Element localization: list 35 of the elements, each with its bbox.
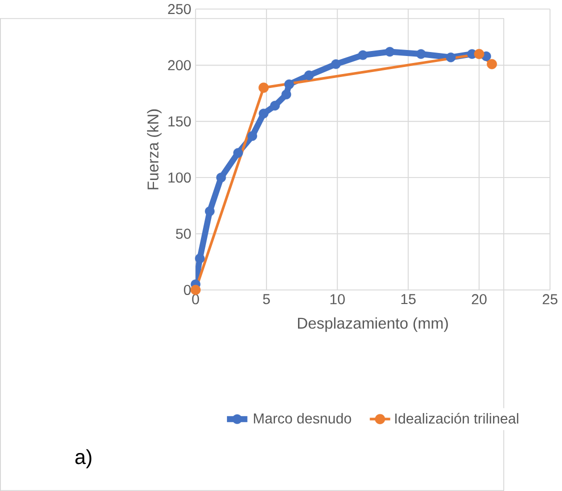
- point: [258, 108, 268, 118]
- point: [446, 52, 456, 62]
- y-tick-label: 150: [168, 116, 191, 127]
- point: [304, 70, 314, 80]
- x-tick-label: 0: [192, 294, 200, 304]
- point: [247, 131, 258, 141]
- legend-label: Idealización trilineal: [395, 412, 518, 424]
- y-tick-label: 50: [176, 228, 191, 239]
- y-tick-label: 200: [168, 60, 191, 70]
- x-axis-title: Desplazamiento (mm): [298, 317, 448, 332]
- point: [416, 49, 426, 59]
- point: [486, 59, 497, 70]
- y-tick-label: 250: [168, 4, 191, 14]
- point: [216, 172, 226, 182]
- y-tick-label: 0: [184, 284, 191, 296]
- x-tick-label: 5: [263, 294, 270, 304]
- point: [384, 46, 395, 57]
- point: [258, 82, 269, 93]
- x-tick-label: 15: [401, 294, 416, 304]
- point: [474, 48, 484, 60]
- point: [233, 148, 243, 158]
- point: [358, 50, 368, 60]
- point: [204, 206, 215, 216]
- point: [194, 254, 205, 264]
- point: [281, 90, 292, 100]
- text: a): [75, 449, 92, 468]
- x-tick-label: 20: [472, 294, 487, 304]
- point: [284, 80, 294, 90]
- y-axis-title: Fuerza (kN): [147, 109, 162, 190]
- y-tick-label: 100: [168, 172, 191, 183]
- x-tick-label: 10: [330, 294, 345, 304]
- point: [270, 100, 280, 111]
- legend-label: Marco desnudo: [254, 413, 352, 424]
- x-tick-label: 25: [542, 294, 558, 304]
- point: [331, 59, 341, 70]
